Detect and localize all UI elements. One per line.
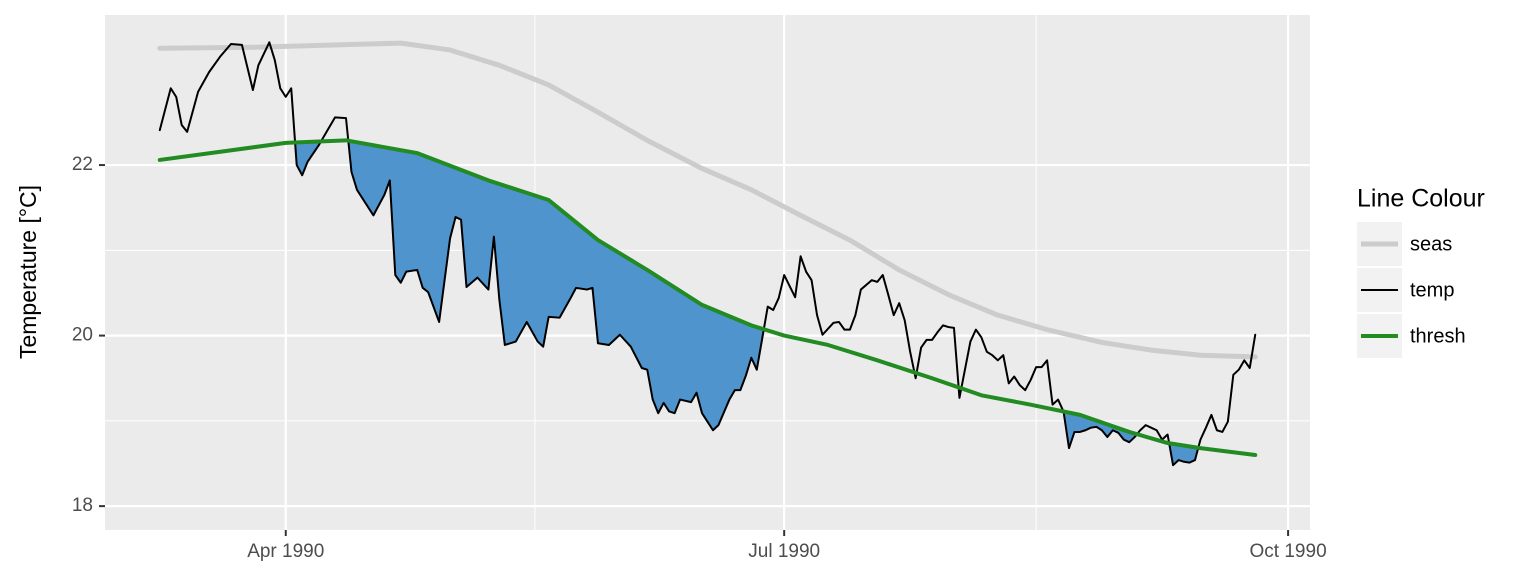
- legend-label: temp: [1410, 279, 1454, 301]
- y-tick-label: 22: [72, 154, 93, 175]
- x-tick-label: Jul 1990: [748, 541, 820, 562]
- series-line: [157, 138, 1258, 457]
- legend-label: seas: [1410, 233, 1452, 255]
- legend-label: thresh: [1410, 325, 1466, 347]
- y-axis-title: Temperature [°C]: [15, 185, 41, 359]
- x-tick-label: Apr 1990: [247, 541, 324, 562]
- y-tick-label: 20: [72, 325, 93, 346]
- legend-title: Line Colour: [1357, 185, 1485, 213]
- y-tick-label: 18: [72, 495, 93, 516]
- x-tick-label: Oct 1990: [1250, 541, 1327, 562]
- series-line: [158, 41, 1257, 467]
- panel: [105, 15, 1310, 530]
- series-line: [157, 40, 1258, 360]
